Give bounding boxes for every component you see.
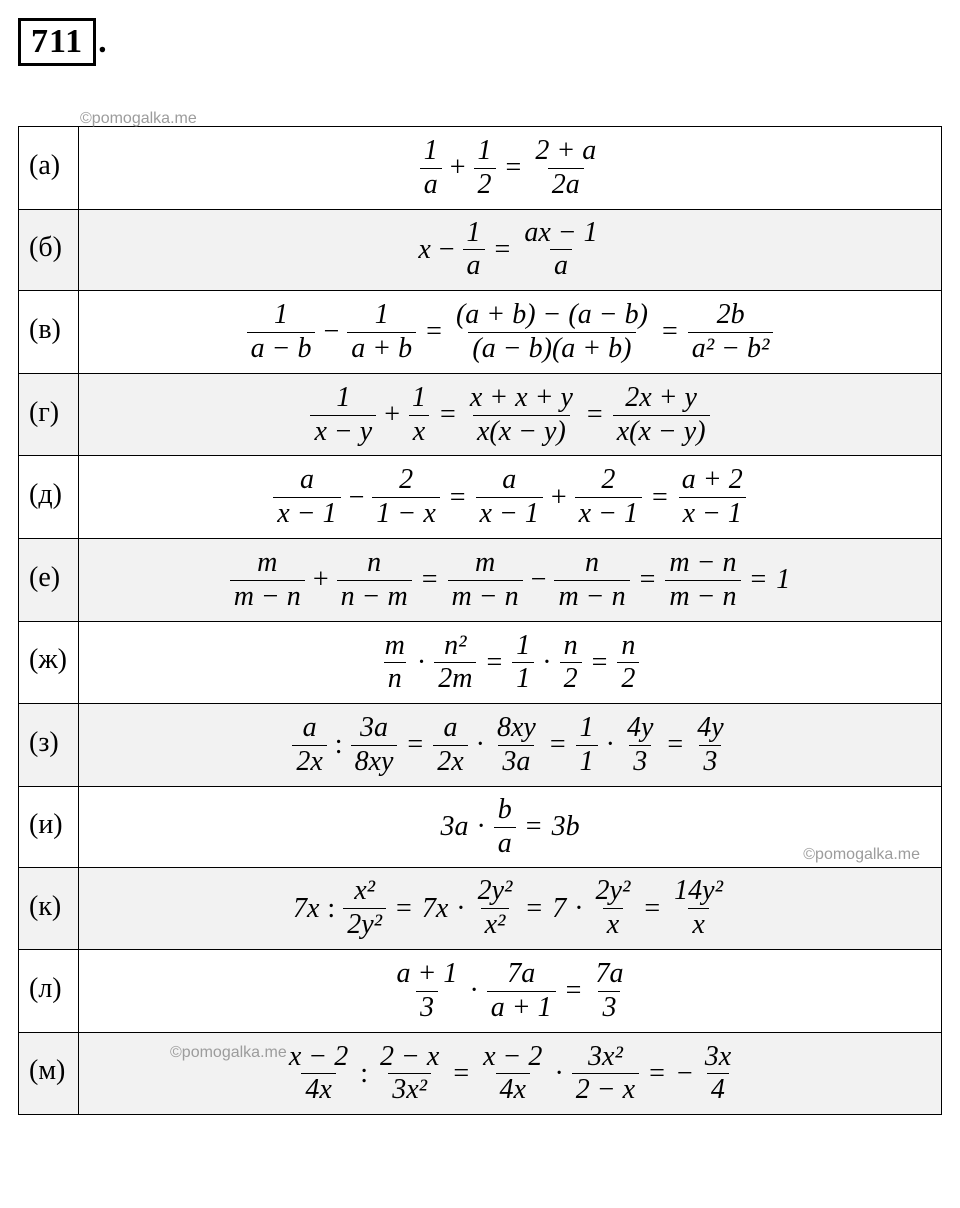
math-expression: 7x:x²2y²=7x·2y²x²=7·2y²x=14y²x: [79, 868, 942, 950]
row-label: (ж): [19, 621, 79, 704]
heading-dot: .: [98, 23, 107, 60]
row-label: (а): [19, 127, 79, 210]
row-label: (д): [19, 456, 79, 539]
watermark-right: ©pomogalka.me: [803, 846, 920, 864]
math-expression: 1x − y+1x=x + x + yx(x − y)=2x + yx(x − …: [79, 373, 942, 456]
table-row: (г)1x − y+1x=x + x + yx(x − y)=2x + yx(x…: [19, 373, 942, 456]
table-row: (з)a2x:3a8xy=a2x·8xy3a=11·4y3=4y3: [19, 704, 942, 787]
table-row: (к)7x:x²2y²=7x·2y²x²=7·2y²x=14y²x: [19, 868, 942, 950]
row-label: (л): [19, 949, 79, 1032]
math-expression: 1a − b−1a + b=(a + b) − (a − b)(a − b)(a…: [79, 291, 942, 374]
problem-number-box: 711: [18, 18, 96, 66]
table-row: (м)x − 24x:2 − x3x²=x − 24x·3x²2 − x=−3x…: [19, 1032, 942, 1115]
table-row: (б)x−1a=ax − 1a: [19, 209, 942, 291]
math-expression: 1a+12=2 + a2a: [79, 127, 942, 210]
row-label: (в): [19, 291, 79, 374]
row-label: (б): [19, 209, 79, 291]
table-row: (е)mm − n+nn − m=mm − n−nm − n=m − nm − …: [19, 538, 942, 621]
table-row: (ж)mn·n²2m=11·n2=n2: [19, 621, 942, 704]
row-label: (и): [19, 786, 79, 868]
math-expression: mm − n+nn − m=mm − n−nm − n=m − nm − n=1: [79, 538, 942, 621]
row-label: (е): [19, 538, 79, 621]
row-label: (з): [19, 704, 79, 787]
table-row: (в)1a − b−1a + b=(a + b) − (a − b)(a − b…: [19, 291, 942, 374]
solutions-table: (а)1a+12=2 + a2a(б)x−1a=ax − 1a(в)1a − b…: [18, 126, 942, 1115]
math-expression: x−1a=ax − 1a: [79, 209, 942, 291]
math-expression: a + 13·7aa + 1=7a3: [79, 949, 942, 1032]
row-label: (к): [19, 868, 79, 950]
row-label: (м): [19, 1032, 79, 1115]
watermark-left: ©pomogalka.me: [170, 1044, 287, 1062]
watermark-top: ©pomogalka.me: [80, 110, 197, 128]
table-row: (д)ax − 1−21 − x=ax − 1+2x − 1=a + 2x − …: [19, 456, 942, 539]
math-expression: mn·n²2m=11·n2=n2: [79, 621, 942, 704]
row-label: (г): [19, 373, 79, 456]
table-row: (а)1a+12=2 + a2a: [19, 127, 942, 210]
math-expression: a2x:3a8xy=a2x·8xy3a=11·4y3=4y3: [79, 704, 942, 787]
table-row: (л)a + 13·7aa + 1=7a3: [19, 949, 942, 1032]
math-expression: ax − 1−21 − x=ax − 1+2x − 1=a + 2x − 1: [79, 456, 942, 539]
